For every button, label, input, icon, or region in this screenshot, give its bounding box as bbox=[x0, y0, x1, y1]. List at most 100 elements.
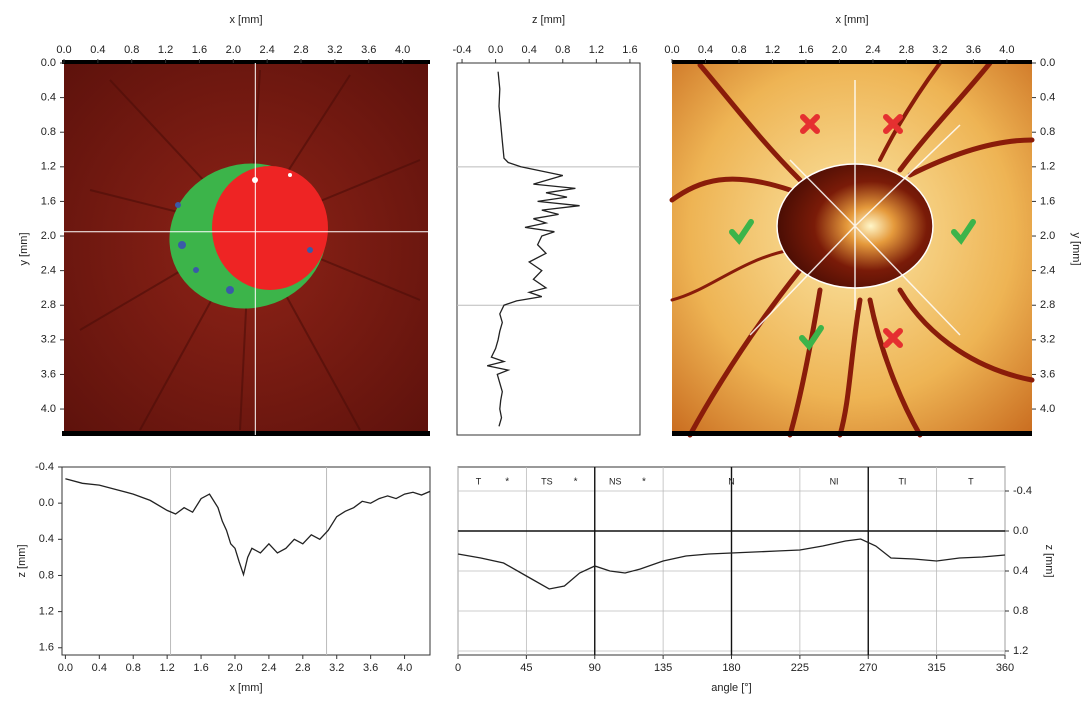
y-tick-label: 0.0 bbox=[1040, 57, 1055, 69]
x-tick-label: 0.0 bbox=[56, 44, 71, 56]
sector-label: NS bbox=[609, 476, 622, 486]
y-axis-label: z [mm] bbox=[1043, 545, 1055, 578]
x-tick-label: 1.6 bbox=[622, 44, 637, 56]
x-tick-label: 90 bbox=[589, 662, 601, 674]
sector-flag: * bbox=[642, 477, 646, 488]
y-tick-label: 0.8 bbox=[1013, 605, 1028, 617]
x-tick-label: 1.6 bbox=[193, 662, 208, 674]
y-tick-label: 1.2 bbox=[41, 161, 56, 173]
profile-frame bbox=[456, 62, 641, 436]
x-tick-label: 0.0 bbox=[58, 662, 73, 674]
y-tick-label: 0.4 bbox=[41, 92, 56, 104]
y-axis-label: y [mm] bbox=[1070, 233, 1082, 266]
x-tick-label: 315 bbox=[927, 662, 945, 674]
y-tick-label: 0.0 bbox=[41, 57, 56, 69]
y-tick-label: 2.4 bbox=[1040, 265, 1055, 277]
x-tick-label: 225 bbox=[791, 662, 809, 674]
y-tick-label: 4.0 bbox=[41, 403, 56, 415]
x-tick-label: 4.0 bbox=[395, 44, 410, 56]
sector-label: TI bbox=[898, 476, 906, 486]
x-tick-label: 2.8 bbox=[899, 44, 914, 56]
y-tick-label: 2.8 bbox=[1040, 299, 1055, 311]
x-tick-label: 3.6 bbox=[363, 662, 378, 674]
y-tick-label: 3.6 bbox=[1040, 368, 1055, 380]
y-tick-label: 3.6 bbox=[41, 368, 56, 380]
y-tick-label: 2.0 bbox=[41, 230, 56, 242]
y-tick-label: 0.4 bbox=[1013, 565, 1028, 577]
x-tick-label: 0.4 bbox=[522, 44, 537, 56]
y-tick-label: -0.4 bbox=[1013, 485, 1032, 497]
y-tick-label: 0.0 bbox=[39, 497, 54, 509]
y-tick-label: 0.4 bbox=[39, 533, 54, 545]
y-tick-label: 1.6 bbox=[41, 195, 56, 207]
sector-label: T bbox=[476, 476, 482, 486]
x-tick-label: 3.2 bbox=[329, 662, 344, 674]
x-tick-label: 1.2 bbox=[589, 44, 604, 56]
x-tick-label: 2.4 bbox=[260, 44, 275, 56]
sector-label: TS bbox=[541, 476, 553, 486]
y-tick-label: 0.8 bbox=[41, 126, 56, 138]
x-tick-label: 3.6 bbox=[361, 44, 376, 56]
y-axis-label: y [mm] bbox=[18, 233, 30, 266]
data-line bbox=[487, 71, 580, 427]
x-tick-label: 2.8 bbox=[293, 44, 308, 56]
y-axis-label: z [mm] bbox=[16, 545, 28, 578]
fundus-image bbox=[669, 60, 1035, 438]
x-tick-label: 4.0 bbox=[999, 44, 1014, 56]
x-tick-label: 270 bbox=[859, 662, 877, 674]
y-tick-label: 0.8 bbox=[39, 569, 54, 581]
x-tick-label: 45 bbox=[520, 662, 532, 674]
y-tick-label: 3.2 bbox=[41, 334, 56, 346]
x-tick-label: 2.8 bbox=[295, 662, 310, 674]
x-tick-label: 0.8 bbox=[731, 44, 746, 56]
x-axis-label: x [mm] bbox=[836, 14, 869, 26]
depth-frame bbox=[61, 466, 431, 656]
x-tick-label: 2.0 bbox=[226, 44, 241, 56]
sector-label: T bbox=[968, 476, 974, 486]
x-tick-label: 0.4 bbox=[90, 44, 105, 56]
x-tick-label: 1.2 bbox=[158, 44, 173, 56]
oct-image bbox=[62, 60, 430, 436]
x-tick-label: 3.2 bbox=[932, 44, 947, 56]
x-tick-label: 2.0 bbox=[832, 44, 847, 56]
x-tick-label: 0.4 bbox=[92, 662, 107, 674]
x-tick-label: 0 bbox=[455, 662, 461, 674]
y-tick-label: 1.6 bbox=[1040, 195, 1055, 207]
x-tick-label: 360 bbox=[996, 662, 1014, 674]
x-tick-label: 0.8 bbox=[555, 44, 570, 56]
x-axis-label: angle [°] bbox=[711, 682, 751, 694]
x-tick-label: 135 bbox=[654, 662, 672, 674]
x-tick-label: 0.8 bbox=[124, 44, 139, 56]
x-tick-label: 0.4 bbox=[698, 44, 713, 56]
sector-flag: * bbox=[505, 477, 509, 488]
sector-flag: * bbox=[574, 477, 578, 488]
x-axis-label: x [mm] bbox=[230, 14, 263, 26]
y-tick-label: -0.4 bbox=[35, 461, 54, 473]
x-tick-label: 0.8 bbox=[126, 662, 141, 674]
x-tick-label: 2.0 bbox=[227, 662, 242, 674]
sector-label: N bbox=[728, 476, 735, 486]
y-tick-label: 3.2 bbox=[1040, 334, 1055, 346]
y-tick-label: 4.0 bbox=[1040, 403, 1055, 415]
x-axis-label: x [mm] bbox=[230, 682, 263, 694]
y-tick-label: 1.2 bbox=[1040, 161, 1055, 173]
y-tick-label: 2.8 bbox=[41, 299, 56, 311]
x-tick-label: 4.0 bbox=[397, 662, 412, 674]
x-tick-label: -0.4 bbox=[453, 44, 472, 56]
y-tick-label: 1.2 bbox=[1013, 645, 1028, 657]
sector-label: NI bbox=[830, 476, 839, 486]
x-tick-label: 3.6 bbox=[966, 44, 981, 56]
y-tick-label: 1.6 bbox=[39, 642, 54, 654]
y-tick-label: 1.2 bbox=[39, 606, 54, 618]
y-tick-label: 0.8 bbox=[1040, 126, 1055, 138]
data-line bbox=[65, 478, 431, 577]
x-tick-label: 2.4 bbox=[261, 662, 276, 674]
x-tick-label: 1.2 bbox=[765, 44, 780, 56]
y-tick-label: 0.4 bbox=[1040, 92, 1055, 104]
x-tick-label: 0.0 bbox=[488, 44, 503, 56]
y-tick-label: 0.0 bbox=[1013, 525, 1028, 537]
x-tick-label: 1.6 bbox=[798, 44, 813, 56]
x-tick-label: 3.2 bbox=[327, 44, 342, 56]
x-tick-label: 2.4 bbox=[865, 44, 880, 56]
